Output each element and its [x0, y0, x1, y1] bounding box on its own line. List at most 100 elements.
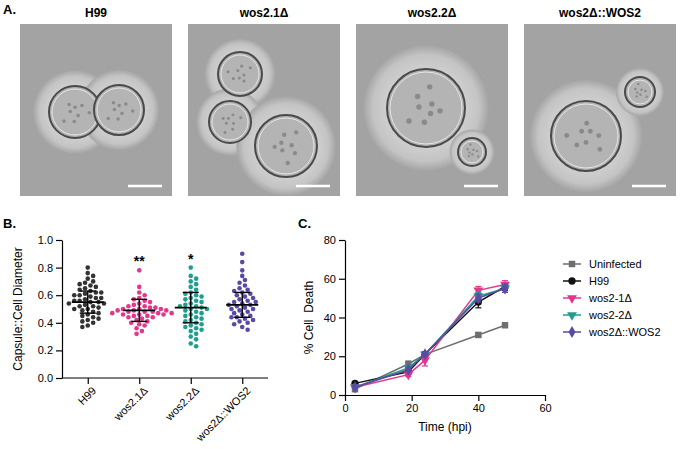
- data-point: [194, 298, 199, 303]
- cell: [218, 52, 262, 96]
- y-axis: 0.00.20.40.60.81.0: [38, 234, 63, 384]
- data-point: [232, 300, 237, 305]
- data-point: [194, 344, 199, 349]
- error-bar-stem: [87, 291, 88, 313]
- y-axis: 020406080: [324, 234, 346, 401]
- tick: 0: [330, 389, 345, 401]
- tick: 0.2: [38, 344, 62, 356]
- tick: 0.8: [38, 262, 62, 274]
- cell-texture: [466, 148, 468, 150]
- data-point: [188, 323, 193, 328]
- data-point: [145, 314, 150, 319]
- cell-texture: [131, 109, 135, 113]
- cell-rim: [554, 104, 618, 168]
- error-bar-cap: [131, 321, 147, 322]
- legend-item: H99: [563, 275, 609, 287]
- data-point: [237, 319, 242, 324]
- cell-texture: [468, 155, 470, 157]
- capsule: [364, 46, 489, 171]
- tick: 0.0: [38, 372, 62, 384]
- data-point: [96, 316, 101, 321]
- tick-mark: [56, 378, 62, 379]
- legend-item: wos2Δ::WOS2: [563, 326, 661, 338]
- cell-texture: [67, 103, 71, 107]
- data-point: [126, 315, 131, 320]
- cell-texture: [294, 130, 298, 134]
- tick-label: 20: [406, 402, 418, 414]
- legend-label: wos2-1Δ: [588, 292, 632, 304]
- axis-line: [62, 241, 63, 379]
- tick-label: 60: [539, 402, 551, 414]
- tick-mark: [339, 279, 345, 280]
- cell-texture: [469, 143, 471, 145]
- micrograph-title: wos2.1Δ: [239, 6, 289, 20]
- legend-item: wos2-2Δ: [563, 309, 632, 321]
- data-point: [502, 322, 508, 328]
- data-point: [183, 297, 188, 302]
- cell: [551, 101, 621, 171]
- data-point: [194, 276, 199, 281]
- error-bar: [80, 291, 96, 313]
- data-point: [121, 312, 126, 317]
- tick: 60: [539, 395, 551, 414]
- cell-texture: [242, 79, 245, 82]
- series-line: [355, 288, 505, 387]
- cell-texture: [406, 118, 411, 123]
- data-point: [99, 296, 104, 301]
- tick-label: 20: [324, 350, 336, 362]
- data-point: [237, 308, 242, 313]
- tick-label: wos2.1Δ: [111, 384, 150, 423]
- cell-texture: [232, 122, 235, 125]
- data-point: [80, 319, 85, 324]
- data-point: [132, 314, 137, 319]
- cell-texture: [225, 122, 228, 125]
- error-bar-cap: [475, 286, 481, 287]
- error-bar: [183, 292, 199, 322]
- axis-line: [346, 395, 546, 396]
- cell-texture: [236, 69, 239, 72]
- data-point: [140, 316, 145, 321]
- cell-texture: [415, 94, 420, 99]
- data-point: [251, 307, 256, 312]
- data-point: [85, 265, 90, 270]
- tick-mark: [339, 356, 345, 357]
- cell: [458, 138, 486, 166]
- legend: UninfectedH99wos2-1Δwos2-2Δwos2Δ::WOS2: [563, 258, 661, 338]
- capsule: [616, 68, 664, 116]
- cell-texture: [416, 104, 421, 109]
- data-point: [132, 303, 137, 308]
- data-point: [352, 381, 359, 393]
- tick-mark: [412, 395, 413, 401]
- data-point: [183, 308, 188, 313]
- cell-texture: [72, 120, 76, 124]
- cell-texture: [286, 161, 290, 165]
- data-point: [194, 287, 199, 292]
- tick-label: 40: [324, 312, 336, 324]
- data-point: [94, 296, 99, 301]
- data-point: [475, 292, 482, 304]
- data-point: [80, 308, 85, 313]
- cell-texture: [222, 117, 225, 120]
- cell: [625, 77, 655, 107]
- data-point: [183, 325, 188, 330]
- cell-texture: [640, 89, 642, 91]
- data-point: [194, 282, 199, 287]
- data-point: [153, 305, 158, 310]
- data-point: [80, 325, 85, 330]
- cell-texture: [279, 141, 283, 145]
- data-point: [188, 285, 193, 290]
- cell-rim: [97, 88, 141, 132]
- cell-texture: [124, 102, 128, 106]
- tick-label: 40: [473, 402, 485, 414]
- cell-texture: [289, 143, 293, 147]
- cell-texture: [579, 129, 584, 134]
- data-point: [80, 314, 85, 319]
- tick-mark: [56, 295, 62, 296]
- error-bar-cap: [475, 307, 481, 308]
- capsule: [236, 96, 335, 195]
- data-point: [422, 348, 429, 360]
- data-point: [91, 321, 96, 326]
- cell-texture: [564, 133, 569, 138]
- cell-texture: [112, 101, 116, 105]
- data-point: [91, 304, 96, 309]
